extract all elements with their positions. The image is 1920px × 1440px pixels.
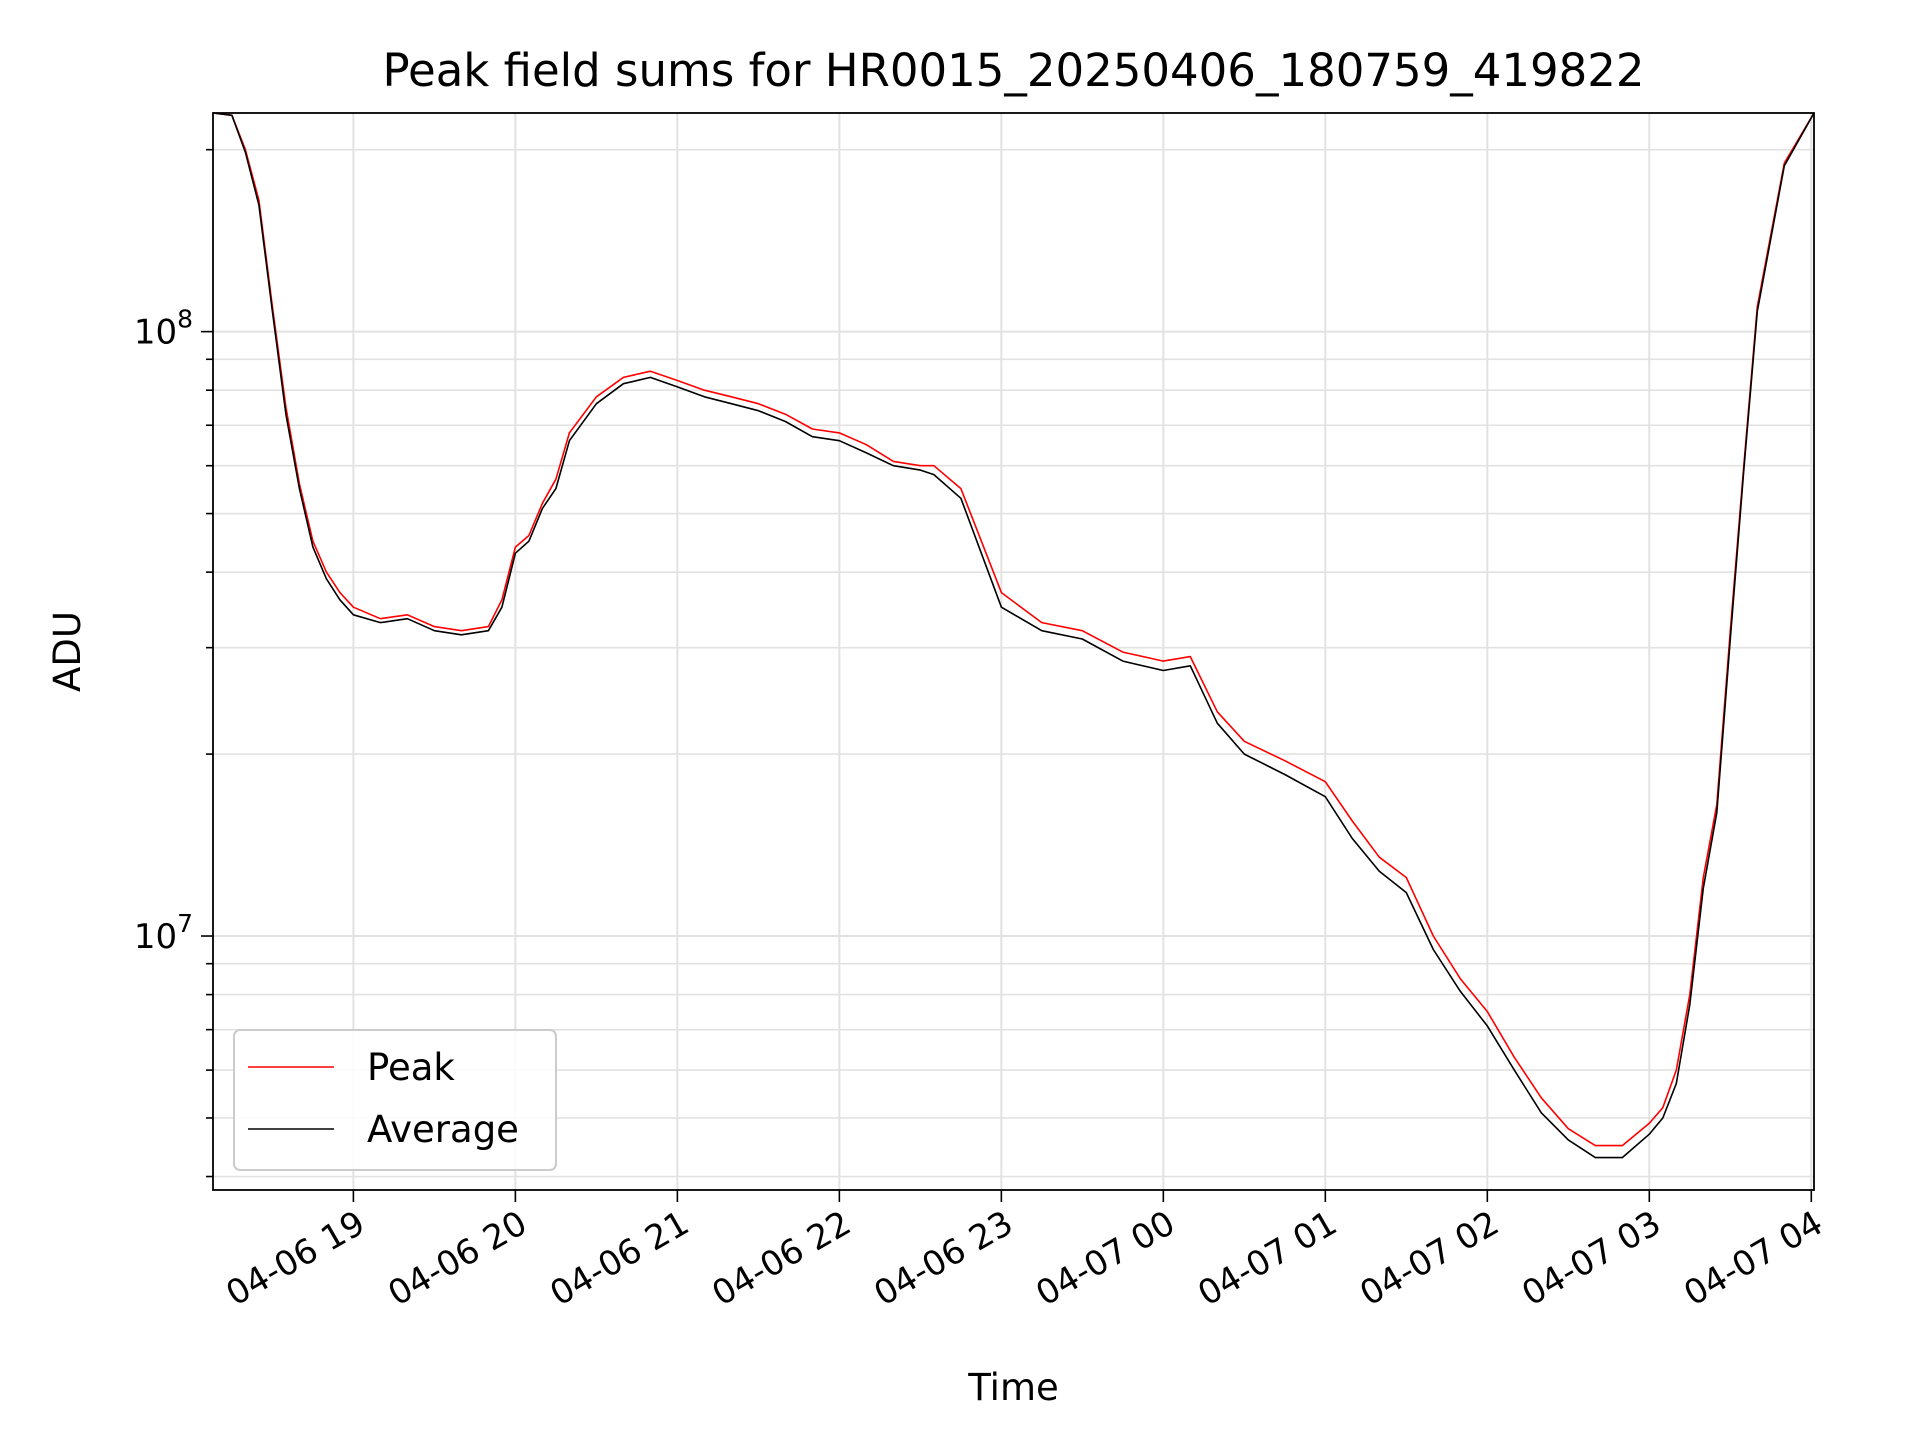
series-line-peak bbox=[212, 112, 1815, 1147]
y-axis-title: ADU bbox=[46, 611, 89, 692]
y-tick-label: 108 bbox=[134, 305, 193, 353]
x-axis-title: Time bbox=[967, 1366, 1059, 1409]
chart-title: Peak field sums for HR0015_20250406_1807… bbox=[382, 44, 1644, 97]
y-tick-label: 107 bbox=[134, 909, 193, 957]
legend-box bbox=[233, 1029, 557, 1171]
legend: Peak Average bbox=[233, 1029, 557, 1171]
series-layer bbox=[212, 112, 1815, 1159]
series-line-average bbox=[212, 112, 1815, 1159]
plot-area-frame bbox=[212, 112, 1815, 1191]
legend-label-peak: Peak bbox=[367, 1046, 455, 1089]
legend-label-average: Average bbox=[367, 1108, 519, 1151]
